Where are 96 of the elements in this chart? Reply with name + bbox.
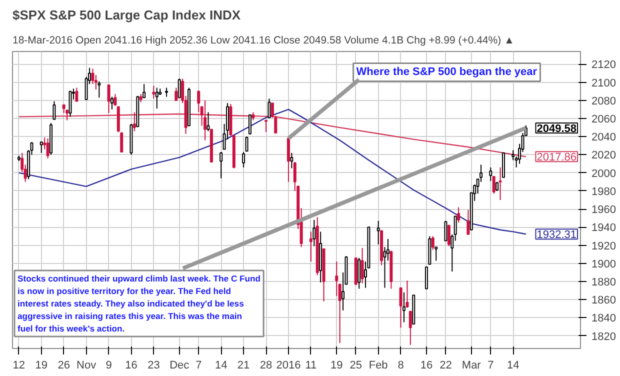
y-tick-label: 1940 xyxy=(592,222,616,234)
candlestick xyxy=(466,209,470,235)
candlestick xyxy=(498,166,502,200)
candlestick xyxy=(408,310,412,346)
candlestick xyxy=(268,98,271,118)
x-tick-label: 28 xyxy=(260,360,272,372)
candlestick xyxy=(434,246,438,262)
candlestick xyxy=(197,90,200,113)
candlestick xyxy=(264,120,268,133)
x-tick-label: 14 xyxy=(506,360,520,372)
y-tick-label: 2060 xyxy=(592,114,616,126)
chart-subtitle: 18-Mar-2016 Open 2041.16 High 2052.36 Low 2041.16 Close 2049.58 Volume 4.1B Chg +8.99 (+0.44%) ▲ xyxy=(12,34,514,46)
candlestick xyxy=(447,224,450,247)
x-tick-label: 14 xyxy=(214,360,228,372)
candlestick xyxy=(309,231,312,262)
candlestick xyxy=(114,94,117,106)
y-tick-label: 1960 xyxy=(592,204,616,216)
y-tick-label: 2120 xyxy=(592,59,616,72)
candlestick xyxy=(120,132,124,153)
candlestick xyxy=(52,100,56,120)
y-tick-label: 1920 xyxy=(592,240,616,252)
x-tick-label: 16 xyxy=(125,360,138,372)
candlestick xyxy=(290,152,294,169)
candlestick xyxy=(286,138,290,182)
x-tick-label: 2016 xyxy=(276,360,301,372)
y-tick-label: 1860 xyxy=(592,294,616,307)
x-tick-label: 12 xyxy=(12,360,26,372)
x-tick-label: 21 xyxy=(237,360,250,372)
candlestick xyxy=(98,80,101,98)
candlestick xyxy=(424,266,428,290)
x-tick-label: 19 xyxy=(330,360,343,372)
chart-title: $SPX S&P 500 Large Cap Index INDX xyxy=(12,8,241,22)
y-tick-label: 2040 xyxy=(592,132,616,144)
candlestick xyxy=(152,85,156,100)
x-tick-label: Mar xyxy=(462,360,482,372)
candlestick xyxy=(406,280,409,308)
y-tick-label: 1880 xyxy=(592,276,616,288)
x-tick-label: 25 xyxy=(350,360,362,372)
candlestick xyxy=(496,181,499,192)
candlestick xyxy=(107,84,110,114)
candlestick xyxy=(457,206,460,224)
x-tick-label: Nov xyxy=(76,360,97,372)
candlestick xyxy=(110,96,114,110)
x-tick-label: Dec xyxy=(170,360,190,372)
candlestick xyxy=(132,112,136,132)
candlestick xyxy=(492,176,496,194)
x-tick-label: 23 xyxy=(148,360,160,372)
y-tick-label: 1820 xyxy=(592,330,616,343)
x-tick-label: 22 xyxy=(440,360,452,372)
x-tick-label: 8 xyxy=(398,360,404,372)
x-tick-label: 19 xyxy=(35,360,48,372)
x-tick-label: 9 xyxy=(106,360,112,372)
annotation: Stocks continued their upward climb last week. The C Fund is now in positive territory for the year. The Fed held interest rates steady. They also indicated they'd be less aggressive in raising rates this year. This was the main fuel for this week's action. xyxy=(18,274,261,334)
y-tick-label: 2020 xyxy=(592,150,616,162)
candlestick xyxy=(165,87,168,98)
candlestick xyxy=(75,87,78,102)
candlestick xyxy=(242,152,246,168)
y-tick-label: 1900 xyxy=(592,258,616,270)
candlestick xyxy=(360,247,364,284)
candlestick xyxy=(431,236,434,250)
candlestick xyxy=(444,220,448,242)
annotation: Where the S&P 500 began the year xyxy=(356,66,538,78)
candlestick xyxy=(245,136,248,152)
annotation: 2017.86 xyxy=(536,152,577,164)
y-tick-label: 2100 xyxy=(592,77,616,90)
annotation: 1932.31 xyxy=(536,229,577,242)
candlestick xyxy=(68,90,72,118)
candlestick xyxy=(399,287,402,328)
x-tick-label: 7 xyxy=(488,360,494,372)
candlestick xyxy=(178,78,181,98)
candlestick xyxy=(248,114,252,134)
y-tick-label: 2000 xyxy=(592,168,616,180)
candlestick xyxy=(46,138,50,159)
candlestick xyxy=(40,142,43,154)
candlestick xyxy=(489,166,492,182)
y-tick-label: 1840 xyxy=(592,312,616,325)
candlestick xyxy=(312,219,316,247)
candlestick xyxy=(358,257,361,290)
x-tick-label: 26 xyxy=(58,360,70,372)
x-tick-label: 16 xyxy=(420,360,433,372)
x-tick-label: 7 xyxy=(196,360,202,372)
x-tick-label: 11 xyxy=(305,360,317,372)
candlestick xyxy=(402,292,406,323)
candlestick xyxy=(174,87,178,101)
candlestick xyxy=(142,84,146,98)
candlestick xyxy=(155,87,158,110)
candlestick xyxy=(220,152,223,179)
annotation: 2049.58 xyxy=(536,122,577,135)
x-tick-label: Feb xyxy=(368,360,388,372)
candlestick xyxy=(204,100,207,141)
line-series xyxy=(18,108,527,235)
y-tick-label: 2080 xyxy=(592,95,616,108)
candlestick xyxy=(376,220,380,245)
line-series xyxy=(18,113,527,158)
y-tick-label: 1980 xyxy=(592,186,616,198)
candlestick xyxy=(66,108,69,121)
